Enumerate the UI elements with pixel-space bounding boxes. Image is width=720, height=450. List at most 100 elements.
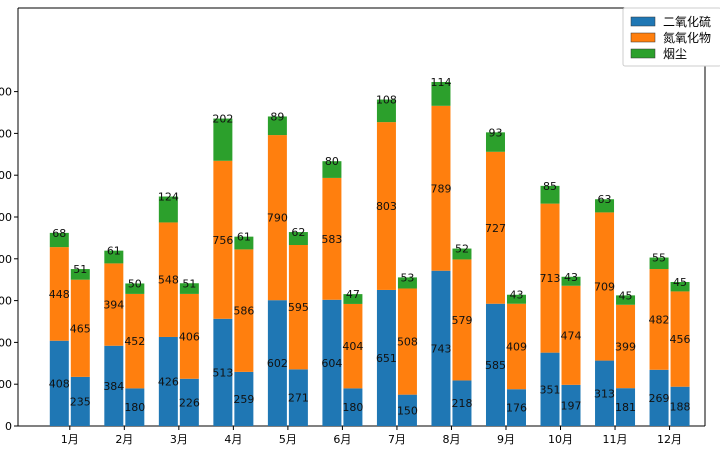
data-label: 180 bbox=[124, 401, 145, 414]
bar-segment bbox=[561, 285, 581, 385]
data-label: 790 bbox=[267, 212, 288, 225]
data-label: 43 bbox=[564, 271, 578, 284]
data-label: 52 bbox=[455, 243, 469, 256]
data-label: 404 bbox=[342, 340, 363, 353]
bar-segment bbox=[670, 291, 690, 387]
bar-segment bbox=[267, 116, 287, 136]
bar-segment bbox=[267, 300, 287, 426]
bar-segment bbox=[104, 250, 124, 264]
bar-segment bbox=[670, 281, 690, 292]
bar-segment bbox=[452, 380, 472, 426]
data-label: 93 bbox=[488, 126, 502, 139]
data-label: 53 bbox=[400, 271, 414, 284]
bar-segment bbox=[485, 151, 505, 304]
bar-segment bbox=[104, 263, 124, 346]
bar-segment bbox=[616, 295, 636, 305]
data-label: 604 bbox=[321, 357, 342, 370]
x-tick-label: 10月 bbox=[548, 433, 573, 446]
bar-segment bbox=[649, 257, 669, 270]
x-tick-label: 1月 bbox=[61, 433, 79, 446]
bar-segment bbox=[540, 185, 560, 204]
bar-segment bbox=[125, 388, 145, 426]
data-label: 68 bbox=[52, 227, 66, 240]
y-tick-label: 00 bbox=[0, 336, 12, 349]
bar-segment bbox=[49, 340, 69, 426]
legend-swatch bbox=[630, 16, 656, 27]
y-tick-label: 00 bbox=[0, 378, 12, 391]
bar-segment bbox=[616, 304, 636, 389]
bar-segment bbox=[213, 160, 233, 319]
bar-segment bbox=[158, 222, 178, 337]
bar-segment bbox=[213, 318, 233, 426]
bar-segment bbox=[506, 294, 526, 304]
bar-segment bbox=[343, 388, 363, 426]
bar-segment bbox=[179, 378, 199, 426]
data-label: 602 bbox=[267, 357, 288, 370]
data-label: 595 bbox=[288, 301, 309, 314]
data-label: 651 bbox=[376, 352, 397, 365]
bar-segment bbox=[376, 289, 396, 426]
bar-segment bbox=[649, 269, 669, 370]
data-label: 47 bbox=[346, 288, 360, 301]
bar-segment bbox=[485, 132, 505, 152]
data-label: 482 bbox=[649, 313, 670, 326]
data-label: 63 bbox=[598, 193, 612, 206]
bar-segment bbox=[376, 99, 396, 123]
bar-segment bbox=[234, 236, 254, 250]
bar-segment bbox=[452, 248, 472, 260]
data-label: 51 bbox=[182, 277, 196, 290]
bar-segment bbox=[616, 388, 636, 426]
bar-segment bbox=[158, 336, 178, 426]
data-label: 508 bbox=[397, 336, 418, 349]
bar-segment bbox=[540, 203, 560, 353]
bar-segment bbox=[670, 386, 690, 426]
data-label: 313 bbox=[594, 387, 615, 400]
bar-segment bbox=[595, 360, 615, 426]
data-label: 513 bbox=[212, 366, 233, 379]
data-label: 409 bbox=[506, 340, 527, 353]
bar-segment bbox=[343, 303, 363, 389]
legend-swatch bbox=[630, 48, 656, 59]
data-label: 188 bbox=[670, 400, 691, 413]
legend-label: 二氧化硫 bbox=[663, 14, 711, 29]
data-label: 789 bbox=[430, 182, 451, 195]
bar-segment bbox=[376, 122, 396, 290]
bar-segment bbox=[452, 259, 472, 381]
data-label: 406 bbox=[179, 330, 200, 343]
data-label: 226 bbox=[179, 396, 200, 409]
data-label: 61 bbox=[237, 231, 251, 244]
bar-segment bbox=[158, 196, 178, 223]
data-label: 756 bbox=[212, 234, 233, 247]
data-label: 727 bbox=[485, 222, 506, 235]
bar-segment bbox=[397, 288, 417, 395]
bar-segment bbox=[234, 249, 254, 372]
data-label: 197 bbox=[561, 399, 582, 412]
bar-segment bbox=[288, 232, 308, 246]
data-label: 181 bbox=[615, 401, 636, 414]
bar-segment bbox=[397, 394, 417, 426]
data-label: 384 bbox=[103, 380, 124, 393]
data-label: 803 bbox=[376, 200, 397, 213]
data-label: 456 bbox=[670, 333, 691, 346]
data-label: 269 bbox=[649, 392, 670, 405]
bar-segment bbox=[322, 161, 342, 178]
x-tick-label: 3月 bbox=[170, 433, 188, 446]
data-label: 235 bbox=[70, 395, 91, 408]
data-label: 176 bbox=[506, 402, 527, 415]
data-label: 448 bbox=[49, 288, 70, 301]
bar-segment bbox=[70, 279, 90, 377]
data-label: 85 bbox=[543, 180, 557, 193]
data-label: 45 bbox=[673, 276, 687, 289]
bar-segment bbox=[595, 212, 615, 361]
y-tick-label: 0 bbox=[5, 420, 12, 433]
data-label: 709 bbox=[594, 280, 615, 293]
data-label: 62 bbox=[291, 226, 305, 239]
y-tick-label: 00 bbox=[0, 169, 12, 182]
bar-segment bbox=[431, 270, 451, 426]
data-label: 399 bbox=[615, 340, 636, 353]
data-label: 465 bbox=[70, 322, 91, 335]
bar-segment bbox=[561, 384, 581, 426]
data-label: 408 bbox=[49, 377, 70, 390]
data-label: 474 bbox=[561, 329, 582, 342]
